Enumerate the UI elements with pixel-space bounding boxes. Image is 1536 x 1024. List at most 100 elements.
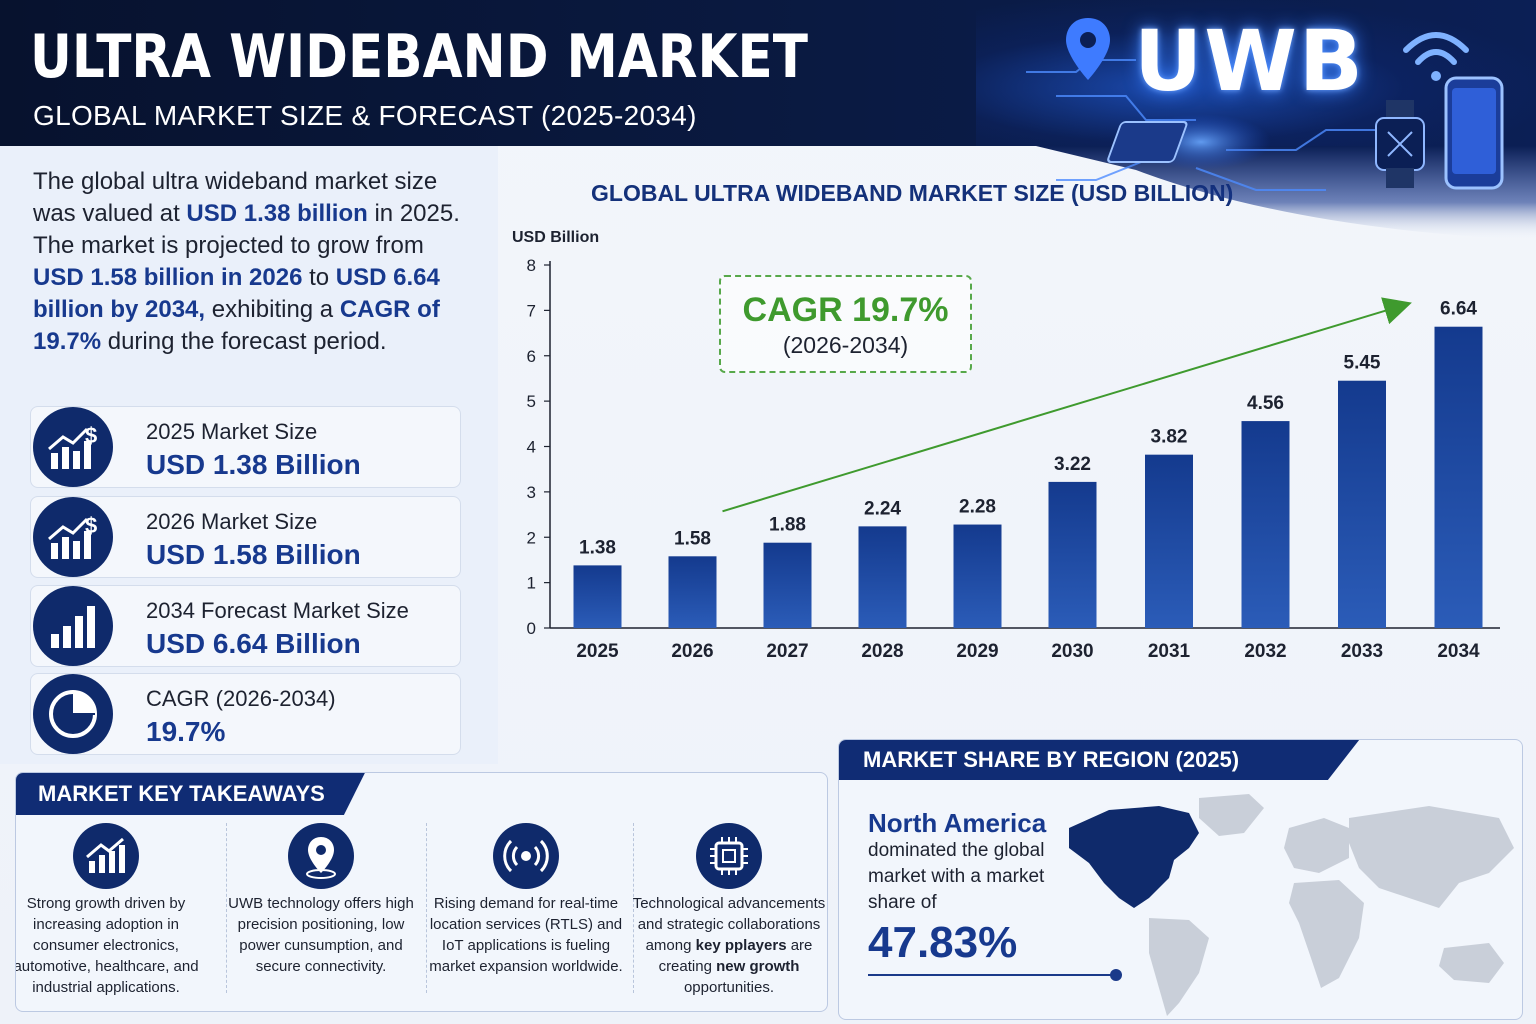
uwb-hero-illustration <box>1026 18 1536 240</box>
intro-highlight: CAGR of 19.7% <box>33 296 440 355</box>
uwb-logo-text: UWB <box>1134 12 1365 110</box>
stat-label: 2026 Market Size <box>146 509 318 534</box>
pie-chart-icon <box>33 674 113 754</box>
y-tick-label: 2 <box>527 528 536 547</box>
stat-card-cagr: CAGR (2026-2034) 19.7% <box>30 673 461 755</box>
key-takeaways-panel: MARKET KEY TAKEAWAYS Strong growth drive… <box>15 772 828 1012</box>
takeaway-text: Rising demand for real-time location ser… <box>429 895 623 975</box>
growth-dollar-icon: $ <box>33 407 113 487</box>
bar-value-label: 4.56 <box>1247 393 1284 414</box>
bar-value-label: 5.45 <box>1344 353 1381 374</box>
bar-value-label: 3.22 <box>1054 454 1091 475</box>
page-title: ULTRA WIDEBAND MARKET <box>30 22 808 92</box>
takeaway-item: Rising demand for real-time location ser… <box>426 823 626 1003</box>
bar-value-label: 2.28 <box>959 497 996 518</box>
region-heading: MARKET SHARE BY REGION (2025) <box>839 740 1360 780</box>
smartwatch-icon <box>1375 100 1425 188</box>
takeaway-text: Strong growth driven by increasing adopt… <box>15 895 199 996</box>
page-subtitle: GLOBAL MARKET SIZE & FORECAST (2025-2034… <box>33 100 697 131</box>
x-tick-label: 2031 <box>1148 641 1191 662</box>
bar-value-label: 1.38 <box>579 537 616 558</box>
y-tick-label: 0 <box>527 619 536 638</box>
y-axis-label: USD Billion <box>512 229 599 246</box>
bar-value-label: 2.24 <box>864 498 901 519</box>
x-tick-label: 2027 <box>766 641 808 662</box>
takeaway-text-emphasis: key pplayers <box>695 937 787 954</box>
divider <box>226 823 227 993</box>
north-america-shape <box>1069 806 1199 908</box>
divider <box>868 974 1116 976</box>
bar <box>953 524 1002 628</box>
intro-highlight: USD 1.38 billion <box>186 200 368 227</box>
x-tick-label: 2030 <box>1051 641 1093 662</box>
growth-chart-icon <box>73 823 139 889</box>
stat-value: USD 1.58 Billion <box>146 539 361 570</box>
intro-text: The global ultra wideband market size wa… <box>33 168 438 227</box>
chip-icon <box>696 823 762 889</box>
bar <box>1241 421 1290 628</box>
smartphone-icon <box>1444 76 1504 190</box>
divider <box>633 823 634 993</box>
bar-value-label: 1.58 <box>674 528 711 549</box>
signal-icon <box>493 823 559 889</box>
bar <box>1338 380 1386 628</box>
region-description: dominated the global market with a marke… <box>868 840 1045 913</box>
growth-dollar-icon: $ <box>33 497 113 577</box>
takeaway-text-part: are creating <box>658 937 813 975</box>
x-tick-label: 2026 <box>671 641 713 662</box>
intro-paragraph: The global ultra wideband market size wa… <box>33 166 473 358</box>
intro-text: to <box>302 264 336 291</box>
bar <box>858 526 907 628</box>
wifi-icon <box>1403 32 1469 81</box>
x-tick-label: 2028 <box>861 641 903 662</box>
y-tick-label: 4 <box>527 438 536 457</box>
bar-value-label: 1.88 <box>769 515 806 536</box>
takeaway-text-emphasis: new growth <box>716 958 800 975</box>
takeaway-text-part: Technological advancements and strategic… <box>632 895 826 954</box>
y-tick-label: 3 <box>527 483 536 502</box>
bar <box>1145 454 1193 628</box>
takeaway-text: UWB technology offers high precision pos… <box>228 895 414 975</box>
intro-highlight: USD 6.64 billion by 2034, <box>33 264 440 323</box>
takeaway-item: UWB technology offers high precision pos… <box>221 823 421 1003</box>
svg-text:$: $ <box>85 513 97 538</box>
stat-card-2026: $ 2026 Market Size USD 1.58 Billion <box>30 496 461 578</box>
x-tick-label: 2032 <box>1244 641 1286 662</box>
location-pin-icon <box>1066 18 1110 80</box>
y-tick-label: 1 <box>527 574 536 593</box>
region-name: North America <box>868 808 1047 838</box>
bar <box>1048 481 1097 628</box>
bar-value-label: 3.82 <box>1151 427 1188 448</box>
x-tick-label: 2025 <box>576 641 619 662</box>
stat-label: 2034 Forecast Market Size <box>146 598 409 623</box>
takeaway-item: Technological advancements and strategic… <box>629 823 827 1003</box>
intro-text: exhibiting a <box>205 296 340 323</box>
region-share-value: 47.83% <box>868 918 1018 967</box>
bar <box>668 556 717 628</box>
x-tick-label: 2033 <box>1341 641 1383 662</box>
stat-card-2025: $ 2025 Market Size USD 1.38 Billion <box>30 406 461 488</box>
x-tick-label: 2029 <box>956 641 998 662</box>
stat-value: USD 6.64 Billion <box>146 628 361 659</box>
stat-card-2034: 2034 Forecast Market Size USD 6.64 Billi… <box>30 585 461 667</box>
takeaways-heading: MARKET KEY TAKEAWAYS <box>16 773 365 815</box>
intro-text: in 2025. The market is projected to grow… <box>33 200 460 259</box>
divider-dot <box>1110 969 1122 981</box>
cagr-callout: CAGR 19.7% (2026-2034) <box>719 275 972 373</box>
divider <box>426 823 427 993</box>
chip-icon <box>1107 121 1188 163</box>
bar-chart-icon <box>33 586 113 666</box>
stat-value: 19.7% <box>146 716 226 747</box>
x-tick-label: 2034 <box>1437 641 1480 662</box>
header-banner: ULTRA WIDEBAND MARKET GLOBAL MARKET SIZE… <box>0 0 1536 146</box>
bar-value-label: 6.64 <box>1440 299 1477 320</box>
region-share-panel: MARKET SHARE BY REGION (2025) North Amer… <box>838 739 1523 1020</box>
intro-highlight: USD 1.58 billion in 2026 <box>33 264 303 291</box>
takeaway-text: Technological advancements and strategic… <box>629 893 827 998</box>
bar <box>573 565 622 628</box>
svg-text:$: $ <box>85 423 97 448</box>
cagr-callout-period: (2026-2034) <box>782 332 909 358</box>
world-map-icon <box>1069 794 1514 1016</box>
location-pin-icon <box>288 823 354 889</box>
trend-arrow <box>722 297 1412 513</box>
